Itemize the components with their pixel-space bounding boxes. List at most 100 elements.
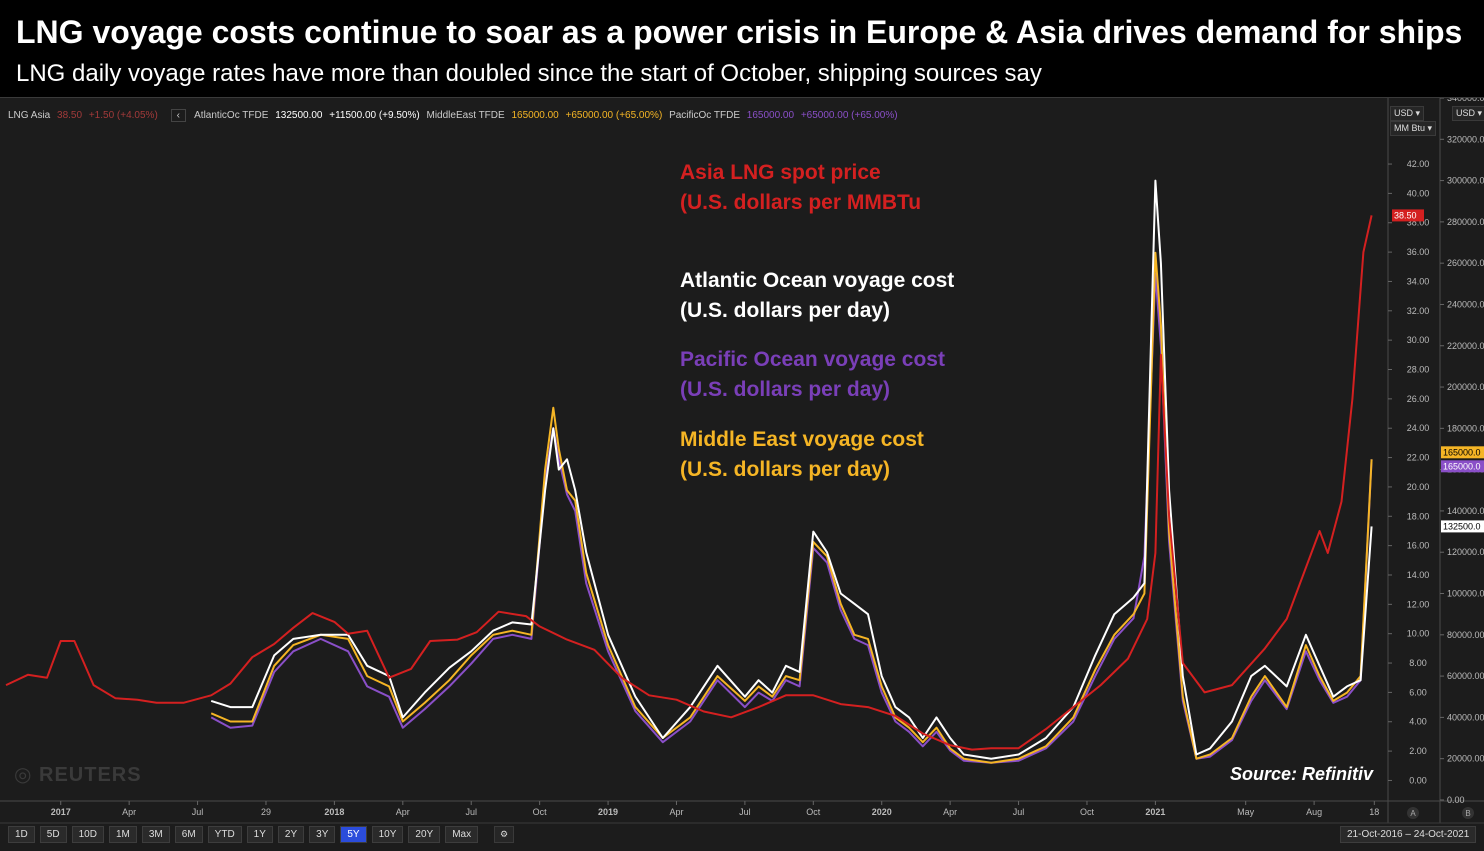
range-button-ytd[interactable]: YTD <box>207 826 242 843</box>
legend-middleeast-name[interactable]: MiddleEast TFDE <box>426 110 505 121</box>
legend-pacific-name[interactable]: PacificOc TFDE <box>669 110 740 121</box>
x-axis-tick-label: Jul <box>739 807 751 817</box>
left-axis-unit: MM Btu <box>1394 123 1426 133</box>
right-axis-tick-label: 300000.00 <box>1447 176 1484 186</box>
page-subtitle: LNG daily voyage rates have more than do… <box>16 60 1042 87</box>
series-line-middleeast <box>210 251 1373 764</box>
badge-pacific-bg <box>1441 460 1484 473</box>
marker-a-circle <box>1407 807 1419 819</box>
annotation-asia-line1: Asia LNG spot price <box>680 161 881 184</box>
x-axis-tick-label: Oct <box>1080 807 1095 817</box>
left-axis-tick-label: 8.00 <box>1409 658 1427 668</box>
legend-asia-name[interactable]: LNG Asia <box>8 110 51 121</box>
right-axis-currency: USD <box>1456 108 1476 118</box>
annotation-asia-line2: (U.S. dollars per MMBTu <box>680 191 922 214</box>
right-axis-tick-label: 40000.00 <box>1447 712 1484 722</box>
legend-atlantic-value: 132500.00 <box>275 110 323 121</box>
right-axis-tick-label: 180000.00 <box>1447 423 1484 433</box>
right-axis-tick-label: 120000.00 <box>1447 547 1484 557</box>
range-button-1m[interactable]: 1M <box>108 826 137 843</box>
range-button-5y[interactable]: 5Y <box>340 826 367 843</box>
left-axis-tick-label: 36.00 <box>1407 247 1430 257</box>
range-button-1d[interactable]: 1D <box>8 826 35 843</box>
back-button[interactable]: ‹ <box>170 109 186 122</box>
settings-icon[interactable]: ⚙ <box>494 826 515 843</box>
right-axis-tick-label: 320000.00 <box>1447 134 1484 144</box>
line-chart: 0.00 2.00 4.00 6.00 8.00 10.00 12.00 14.00 16.00… <box>0 98 1484 824</box>
series-line-asia <box>5 215 1373 751</box>
badge-middleeast-bg <box>1441 446 1484 459</box>
left-axis-tick-label: 20.00 <box>1407 482 1430 492</box>
x-axis-tick-label: 2021 <box>1145 807 1165 817</box>
x-axis-tick-label: 2020 <box>872 807 892 817</box>
right-axis-tick-label: 80000.00 <box>1447 630 1484 640</box>
left-axis-tick-label: 12.00 <box>1407 599 1430 609</box>
range-button-max[interactable]: Max <box>445 826 479 843</box>
left-axis-tick-label: 4.00 <box>1409 717 1427 727</box>
badge-middleeast: 165000.0 <box>1443 447 1481 457</box>
right-axis-currency-select[interactable]: USD ▾ <box>1452 106 1484 121</box>
range-button-3y[interactable]: 3Y <box>309 826 336 843</box>
left-axis-tick-label: 18.00 <box>1407 511 1430 521</box>
annotation-atlantic: Atlantic Ocean voyage cost (U.S. dollars… <box>680 266 954 326</box>
x-axis-tick-label: Apr <box>396 807 410 817</box>
x-axis-tick-label: Jul <box>1013 807 1025 817</box>
right-axis-tick-label: 0.00 <box>1447 795 1465 805</box>
legend-atlantic-name[interactable]: AtlanticOc TFDE <box>194 110 269 121</box>
left-axis-tick-label: 42.00 <box>1407 159 1430 169</box>
left-axis-tick-label: 10.00 <box>1407 629 1430 639</box>
range-button-1y[interactable]: 1Y <box>246 826 273 843</box>
legend-asia-value: 38.50 <box>57 110 83 121</box>
left-axis-tick-label: 30.00 <box>1407 335 1430 345</box>
right-axis-tick-label: 280000.00 <box>1447 217 1484 227</box>
x-axis-tick-label: 29 <box>261 807 271 817</box>
marker-a-label: A <box>1410 809 1416 818</box>
x-axis-tick-label: Apr <box>122 807 136 817</box>
chart-panel: 0.00 2.00 4.00 6.00 8.00 10.00 12.00 14.00 16.00… <box>0 97 1484 851</box>
range-button-20y[interactable]: 20Y <box>408 826 441 843</box>
legend-middleeast-value: 165000.00 <box>511 110 559 121</box>
range-button-10d[interactable]: 10D <box>71 826 104 843</box>
legend-pacific-value: 165000.00 <box>746 110 795 121</box>
badge-pacific: 165000.0 <box>1443 461 1481 471</box>
right-axis-tick-label: 60000.00 <box>1447 671 1484 681</box>
x-axis-tick-label: Oct <box>533 807 548 817</box>
left-axis-tick-label: 6.00 <box>1409 687 1427 697</box>
annotation-middleeast: Middle East voyage cost (U.S. dollars pe… <box>680 425 924 485</box>
left-axis-currency-select[interactable]: USD ▾ <box>1390 106 1425 121</box>
legend-pacific-change: +65000.00 (+65.00%) <box>800 110 898 121</box>
x-axis-tick-label: May <box>1237 807 1255 817</box>
left-axis-tick-label: 28.00 <box>1407 365 1430 375</box>
reuters-watermark: ◎ REUTERS <box>14 764 142 786</box>
range-button-10y[interactable]: 10Y <box>371 826 404 843</box>
left-axis-tick-label: 40.00 <box>1407 188 1430 198</box>
x-axis-tick-label: Oct <box>806 807 821 817</box>
range-button-6m[interactable]: 6M <box>174 826 203 843</box>
left-axis-tick-label: 2.00 <box>1409 746 1427 756</box>
marker-b-label: B <box>1465 809 1470 818</box>
right-axis-tick-label: 200000.00 <box>1447 382 1484 392</box>
range-button-3m[interactable]: 3M <box>141 826 170 843</box>
left-axis-unit-select[interactable]: MM Btu ▾ <box>1390 121 1437 136</box>
x-axis-tick-label: 18 <box>1369 807 1379 817</box>
x-axis-tick-label: Jul <box>192 807 204 817</box>
right-axis-tick-label: 100000.00 <box>1447 589 1484 599</box>
right-axis-tick-label: 220000.00 <box>1447 341 1484 351</box>
series-line-atlantic <box>210 179 1373 760</box>
annotation-pacific: Pacific Ocean voyage cost (U.S. dollars … <box>680 345 945 405</box>
marker-b-circle <box>1462 807 1474 819</box>
left-axis-tick-label: 14.00 <box>1407 570 1430 580</box>
x-axis-tick-label: Apr <box>669 807 683 817</box>
date-range-display[interactable]: 21-Oct-2016 – 24-Oct-2021 <box>1340 826 1477 843</box>
left-axis-tick-label: 16.00 <box>1407 541 1430 551</box>
annotation-pacific-line2: (U.S. dollars per day) <box>680 378 891 401</box>
badge-asia: 38.50 <box>1394 210 1417 220</box>
badge-asia-bg <box>1392 209 1424 222</box>
left-axis-tick-label: 26.00 <box>1407 394 1430 404</box>
range-button-2y[interactable]: 2Y <box>277 826 305 843</box>
right-axis-tick-label: 20000.00 <box>1447 754 1484 764</box>
range-button-5d[interactable]: 5D <box>39 826 67 843</box>
source-note: Source: Refinitiv <box>1230 764 1374 784</box>
x-axis-tick-label: 2017 <box>51 807 71 817</box>
x-axis-tick-label: 2018 <box>324 807 344 817</box>
